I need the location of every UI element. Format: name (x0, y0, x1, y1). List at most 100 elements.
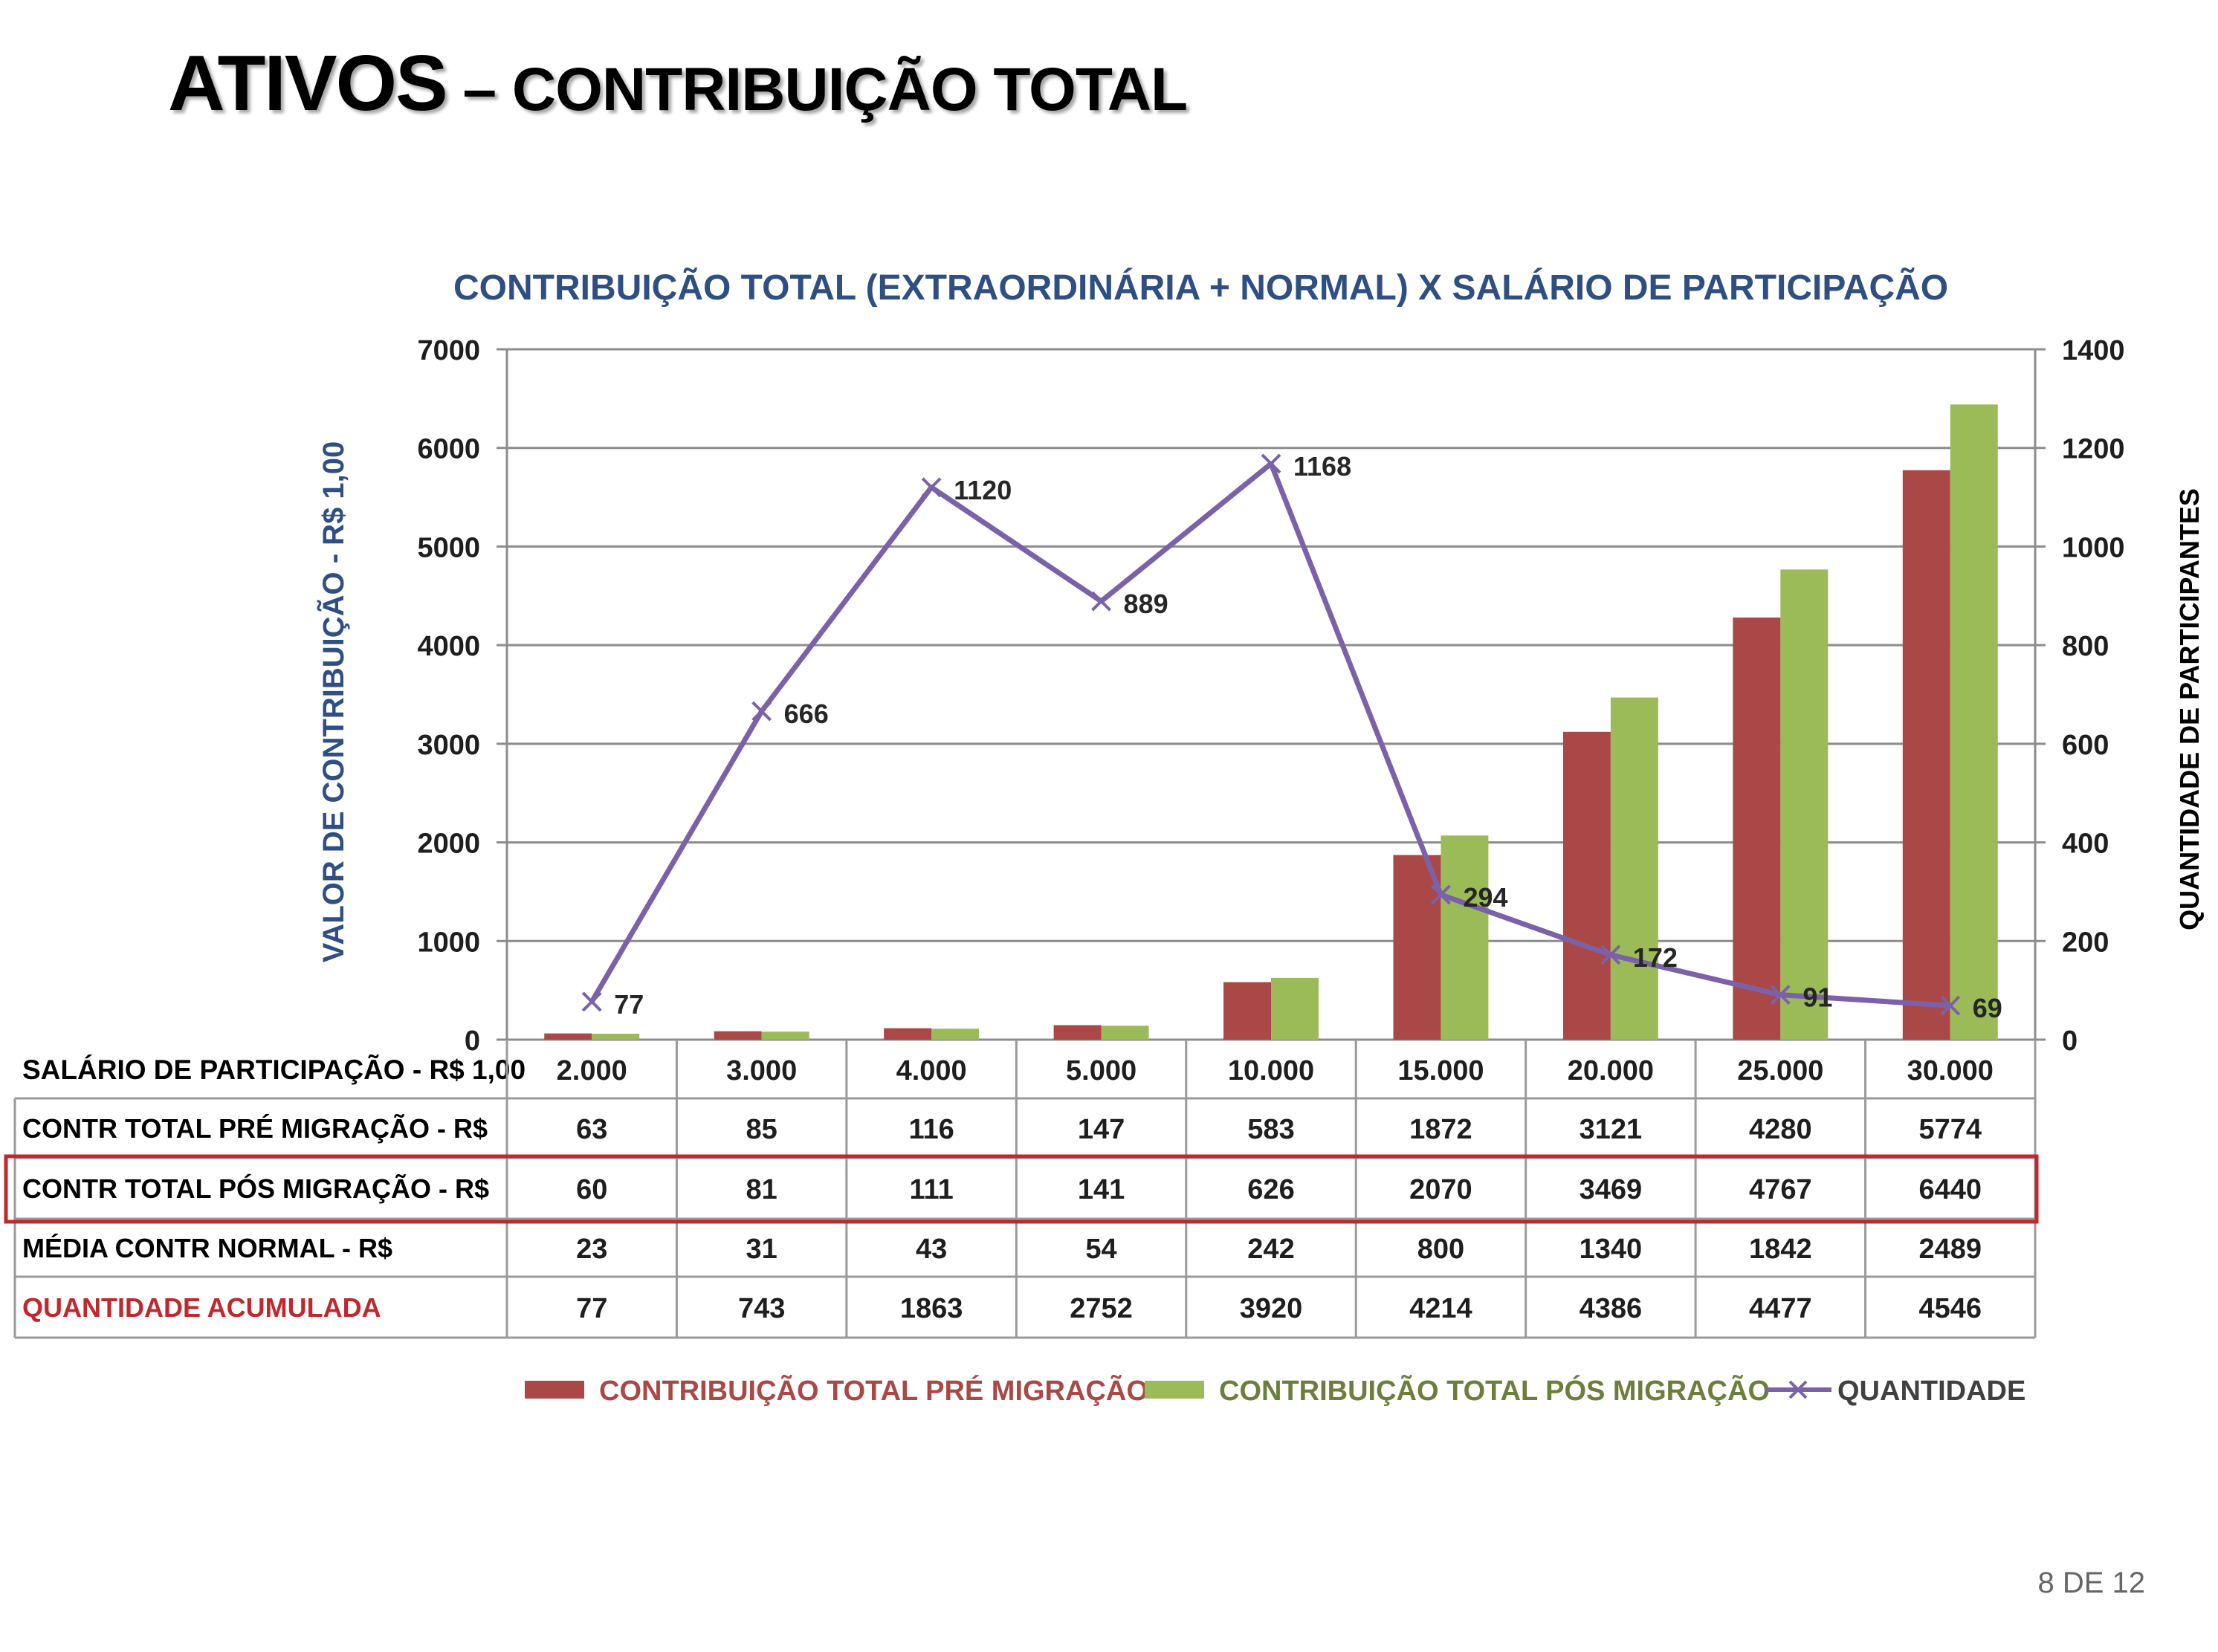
table-cell: 1872 (1409, 1114, 1472, 1145)
table-cell: 4767 (1749, 1174, 1812, 1205)
table-cell: 5774 (1919, 1114, 1982, 1145)
table-cell: 147 (1078, 1114, 1125, 1145)
point-quantidade (1091, 591, 1111, 612)
data-label-quantidade: 1168 (1293, 451, 1351, 482)
page-number: 8 DE 12 (2037, 1567, 2145, 1599)
highlight-box (4, 1154, 2039, 1224)
table-cell: 30.000 (1907, 1055, 1994, 1086)
data-label-quantidade: 91 (1802, 982, 1832, 1013)
point-quantidade (581, 991, 602, 1012)
point-quantidade (1940, 995, 1961, 1016)
table-cell: 25.000 (1737, 1055, 1823, 1086)
bar-pos-migracao (592, 1034, 640, 1040)
table-cell: 60 (576, 1174, 607, 1205)
y-tick-label-left: 4000 (417, 631, 480, 662)
y-axis-label-right: QUANTIDADE DE PARTICIPANTES (2174, 488, 2205, 930)
table-cell: 1340 (1580, 1234, 1643, 1265)
table-cell: 4546 (1919, 1293, 1982, 1324)
table-cell: 4214 (1409, 1293, 1472, 1324)
table-cell: 63 (576, 1114, 607, 1145)
bar-pre-migracao (1053, 1025, 1102, 1040)
table-cell: 77 (576, 1293, 607, 1324)
table-cell: 3920 (1240, 1293, 1303, 1324)
table-cell: 2489 (1919, 1234, 1982, 1265)
table-cell: 10.000 (1228, 1055, 1314, 1086)
legend-label-pos: CONTRIBUIÇÃO TOTAL PÓS MIGRAÇÃO (1219, 1374, 1770, 1407)
table-cell: 800 (1417, 1234, 1464, 1265)
point-quantidade (1600, 945, 1621, 965)
table-cell: 6440 (1919, 1174, 1982, 1205)
table-row-label: QUANTIDADE ACUMULADA (22, 1292, 381, 1323)
table-cell: 141 (1078, 1174, 1125, 1205)
table-cell: 3.000 (726, 1055, 797, 1086)
bar-pos-migracao (761, 1031, 809, 1040)
table-cell: 111 (910, 1174, 954, 1205)
bar-pos-migracao (1271, 977, 1319, 1040)
bar-pos-migracao (1101, 1026, 1149, 1040)
y-axis-label-left: VALOR DE CONTRIBUIÇÃO - R$ 1,00 (316, 441, 350, 963)
table-row-label: MÉDIA CONTR NORMAL - R$ (22, 1233, 392, 1263)
table-cell: 81 (746, 1174, 777, 1205)
bar-pos-migracao (1780, 569, 1829, 1040)
bar-pre-migracao (884, 1028, 932, 1040)
bar-pre-migracao (1902, 470, 1950, 1040)
table-cell: 20.000 (1568, 1055, 1654, 1086)
y-tick-label-right: 1400 (2062, 335, 2125, 366)
y-tick-label-left: 0 (465, 1026, 480, 1057)
y-tick-label-right: 600 (2062, 730, 2109, 761)
table-cell: 4386 (1580, 1293, 1643, 1324)
legend-swatch-pos (1145, 1381, 1204, 1399)
y-tick-label-right: 400 (2062, 829, 2109, 860)
bar-pos-migracao (1950, 404, 1998, 1040)
table-cell: 2.000 (557, 1055, 627, 1086)
table-cell: 5.000 (1066, 1055, 1137, 1086)
table-cell: 23 (576, 1234, 607, 1265)
table-cell: 54 (1085, 1234, 1116, 1265)
table-cell: 1842 (1749, 1234, 1812, 1265)
bar-pos-migracao (1610, 697, 1658, 1040)
table-cell: 43 (916, 1234, 947, 1265)
point-quantidade (751, 701, 772, 722)
table-cell: 242 (1247, 1234, 1294, 1265)
table-cell: 31 (746, 1234, 777, 1265)
y-tick-label-right: 200 (2062, 927, 2109, 958)
table-row-label: CONTR TOTAL PRÉ MIGRAÇÃO - R$ (22, 1112, 488, 1144)
point-quantidade (921, 477, 942, 498)
y-tick-label-right: 1000 (2062, 532, 2125, 563)
data-label-quantidade: 889 (1124, 589, 1168, 619)
table-cell: 743 (738, 1293, 785, 1324)
bar-pre-migracao (1223, 982, 1271, 1040)
bar-pos-migracao (1441, 835, 1489, 1040)
y-tick-label-right: 800 (2062, 631, 2109, 662)
data-label-quantidade: 172 (1633, 942, 1678, 973)
chart-title: CONTRIBUIÇÃO TOTAL (EXTRAORDINÁRIA + NOR… (453, 268, 1949, 308)
table-cell: 2070 (1409, 1174, 1472, 1205)
table-cell: 3121 (1580, 1114, 1643, 1145)
y-tick-label-left: 3000 (417, 730, 480, 761)
table-cell: 3469 (1580, 1174, 1643, 1205)
table-cell: 4.000 (896, 1055, 967, 1086)
data-label-quantidade: 77 (614, 989, 644, 1020)
bar-pos-migracao (931, 1029, 980, 1040)
table-cell: 583 (1247, 1114, 1294, 1145)
point-quantidade (1770, 985, 1791, 1005)
y-tick-label-left: 2000 (417, 829, 480, 860)
y-tick-label-left: 5000 (417, 532, 480, 563)
legend-label-quantidade: QUANTIDADE (1837, 1376, 2025, 1407)
table-cell: 4477 (1749, 1293, 1812, 1324)
table-cell: 85 (746, 1114, 777, 1145)
table-cell: 626 (1247, 1174, 1294, 1205)
legend-marker-quantidade (1788, 1380, 1808, 1399)
page-title-rest: – CONTRIBUIÇÃO TOTAL (446, 56, 1189, 123)
y-tick-label-right: 0 (2062, 1026, 2078, 1057)
point-quantidade (1431, 884, 1451, 905)
y-tick-label-right: 1200 (2062, 434, 2125, 465)
table-cell: 2752 (1070, 1293, 1133, 1324)
page-title-main: ATIVOS (168, 39, 448, 127)
table-cell: 1863 (900, 1293, 963, 1324)
bar-pre-migracao (714, 1031, 762, 1040)
bar-pre-migracao (1733, 617, 1781, 1040)
table-row-label: SALÁRIO DE PARTICIPAÇÃO - R$ 1,00 (22, 1054, 526, 1085)
y-tick-label-left: 1000 (417, 927, 480, 958)
